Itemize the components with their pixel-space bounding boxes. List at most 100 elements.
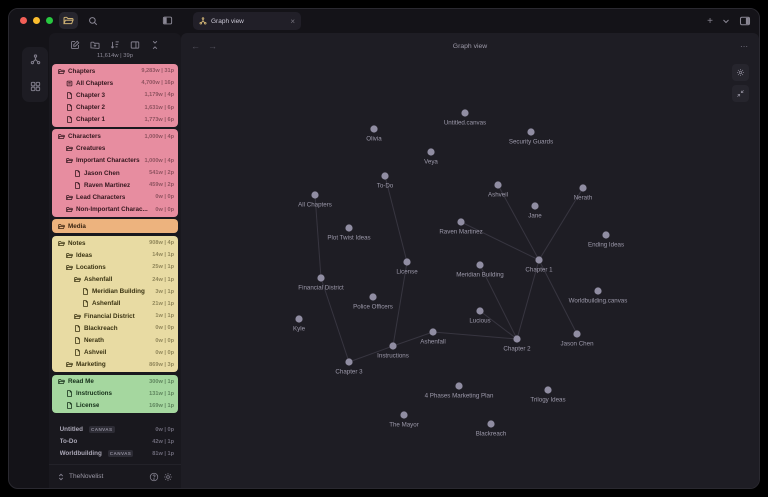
graph-node-label: Chapter 1 [525, 267, 553, 274]
folder-icon [63, 15, 74, 26]
tree-row[interactable]: Media [52, 220, 178, 232]
canvas-badge: CANVAS [107, 450, 134, 458]
item-word-count: 541w | 2p [149, 170, 174, 177]
graph-node[interactable] [429, 328, 437, 336]
graph-node[interactable] [369, 293, 377, 301]
tree-row[interactable]: Important Characters 1,000w | 4p [52, 155, 178, 167]
graph-node[interactable] [427, 148, 435, 156]
graph-node[interactable] [345, 358, 353, 366]
graph-node[interactable] [573, 330, 581, 338]
left-sidebar-toggle-button[interactable] [158, 12, 177, 29]
tree-row[interactable]: Worldbuilding CANVAS 81w | 1p [52, 448, 178, 460]
tree-row[interactable]: All Chapters 4,700w | 16p [52, 77, 178, 89]
tree-row[interactable]: Ashenfall 24w | 1p [52, 274, 178, 286]
tree-row[interactable]: Creatures [52, 143, 178, 155]
tree-row[interactable]: Chapter 3 1,179w | 4p [52, 89, 178, 101]
graph-node[interactable] [476, 307, 484, 315]
maximize-window-button[interactable] [46, 17, 53, 24]
tab-graph-view[interactable]: Graph view × [193, 12, 301, 30]
layout-button[interactable] [130, 40, 140, 50]
graph-node[interactable] [295, 315, 303, 323]
files-tab-button[interactable] [59, 12, 78, 29]
tree-row[interactable]: Raven Martinez 459w | 2p [52, 179, 178, 191]
graph-node[interactable] [455, 382, 463, 390]
graph-node[interactable] [487, 420, 495, 428]
file-item-label: Raven Martinez [84, 181, 131, 189]
tab-list-button[interactable] [722, 17, 730, 25]
graph-node[interactable] [594, 287, 602, 295]
tree-row[interactable]: Chapters 9,283w | 31p [52, 65, 178, 77]
tree-row[interactable]: Read Me 300w | 1p [52, 376, 178, 388]
right-sidebar-toggle-button[interactable] [739, 15, 751, 27]
tree-row[interactable]: Jason Chen 541w | 2p [52, 167, 178, 179]
graph-node[interactable] [544, 386, 552, 394]
graph-canvas[interactable]: Untitled.canvas Olivia Security Guards Veya… [181, 59, 759, 488]
settings-button[interactable] [163, 472, 173, 482]
tree-row[interactable]: Locations 25w | 1p [52, 261, 178, 273]
minimize-window-button[interactable] [33, 17, 40, 24]
sort-order-button[interactable] [110, 40, 120, 50]
tree-row[interactable]: To-Do 42w | 1p [52, 436, 178, 448]
tree-row[interactable]: Ashenfall 21w | 1p [52, 298, 178, 310]
tree-row[interactable]: Untitled CANVAS 0w | 0p [52, 423, 178, 435]
tree-row[interactable]: Notes 908w | 4p [52, 237, 178, 249]
tab-close-button[interactable]: × [290, 16, 295, 26]
new-note-button[interactable] [70, 40, 80, 50]
tree-row[interactable]: Lead Characters 0w | 0p [52, 191, 178, 203]
graph-node[interactable] [535, 256, 543, 264]
tree-row[interactable]: Blackreach 0w | 0p [52, 322, 178, 334]
forward-button[interactable]: → [208, 41, 217, 51]
graph-node[interactable] [527, 128, 535, 136]
tree-row[interactable]: Chapter 2 1,631w | 6p [52, 102, 178, 114]
item-word-count: 908w | 4p [149, 240, 174, 247]
item-word-count: 0w | 0p [155, 337, 174, 344]
new-tab-button[interactable]: + [707, 15, 713, 27]
graph-node[interactable] [370, 125, 378, 133]
graph-node[interactable] [476, 261, 484, 269]
zoom-to-fit-button[interactable] [732, 85, 749, 102]
document-icon [66, 402, 73, 410]
graph-node[interactable] [381, 172, 389, 180]
tree-row[interactable]: Nerath 0w | 0p [52, 334, 178, 346]
collapse-all-button[interactable] [150, 40, 160, 50]
graph-node-label: Nerath [574, 195, 593, 202]
tree-row[interactable]: Characters 1,000w | 4p [52, 130, 178, 142]
search-tab-button[interactable] [83, 12, 102, 29]
folder-icon [58, 240, 65, 247]
item-word-count: 300w | 1p [149, 378, 174, 385]
graph-node[interactable] [311, 191, 319, 199]
graph-node[interactable] [461, 109, 469, 117]
tree-row[interactable]: Meridian Building 3w | 1p [52, 286, 178, 298]
vault-name[interactable]: TheNovelist [69, 473, 104, 480]
canvas-ribbon-button[interactable] [30, 79, 41, 97]
folder-icon [58, 378, 65, 385]
tree-row[interactable]: Ashveil 0w | 0p [52, 347, 178, 359]
tree-row[interactable]: Marketing 869w | 3p [52, 359, 178, 371]
tree-row[interactable]: Chapter 1 1,773w | 6p [52, 114, 178, 126]
new-folder-button[interactable] [90, 40, 100, 50]
graph-node[interactable] [602, 231, 610, 239]
tree-row[interactable]: Financial District 1w | 1p [52, 310, 178, 322]
graph-view-ribbon-button[interactable] [30, 52, 41, 70]
graph-node[interactable] [345, 224, 353, 232]
graph-node[interactable] [389, 342, 397, 350]
graph-node[interactable] [531, 202, 539, 210]
graph-edge [432, 331, 518, 340]
tree-row[interactable]: Non-Important Charac... 0w | 0p [52, 204, 178, 216]
tree-row[interactable]: Instructions 131w | 1p [52, 388, 178, 400]
graph-node[interactable] [400, 411, 408, 419]
graph-node[interactable] [579, 184, 587, 192]
back-button[interactable]: ← [191, 41, 200, 51]
close-window-button[interactable] [20, 17, 27, 24]
tree-row[interactable]: Ideas 14w | 1p [52, 249, 178, 261]
graph-node[interactable] [403, 258, 411, 266]
more-options-button[interactable]: ⋯ [740, 41, 749, 51]
graph-node[interactable] [457, 218, 465, 226]
graph-node[interactable] [513, 335, 521, 343]
graph-settings-button[interactable] [732, 64, 749, 81]
help-button[interactable] [149, 472, 159, 482]
graph-node[interactable] [494, 181, 502, 189]
file-item-label: Important Characters [76, 157, 140, 165]
tree-row[interactable]: License 169w | 1p [52, 400, 178, 412]
graph-node[interactable] [317, 274, 325, 282]
